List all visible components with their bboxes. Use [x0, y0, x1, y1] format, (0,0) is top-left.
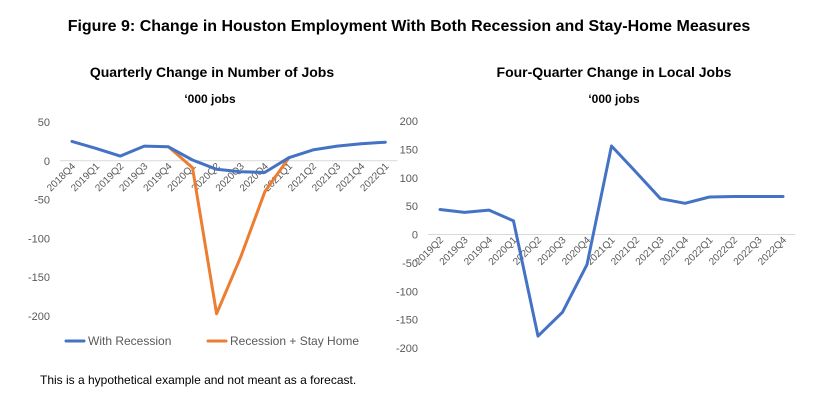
chart2-ytick-label: 200 [400, 116, 418, 128]
legend-label-2: Recession + Stay Home [230, 334, 359, 348]
chart2-ytick-label: -50 [402, 258, 418, 270]
left-chart-title: Quarterly Change in Number of Jobs [90, 64, 334, 80]
chart1-series-line-2 [166, 145, 291, 316]
left-chart-unit: ‘000 jobs [184, 92, 236, 106]
chart2-ytick-label: 150 [400, 144, 418, 156]
chart2-series-line-1 [438, 144, 785, 338]
chart2-ytick-label: 50 [406, 201, 418, 213]
chart1-ytick-label: -150 [28, 272, 50, 284]
chart1-ytick-label: -100 [28, 233, 50, 245]
right-chart-title: Four-Quarter Change in Local Jobs [497, 64, 732, 80]
chart1-ytick-label: -50 [34, 195, 50, 207]
chart2-ytick-label: -100 [396, 286, 418, 298]
chart2-ytick-label: 0 [412, 230, 418, 242]
chart1-ytick-label: 50 [38, 117, 50, 129]
footnote: This is a hypothetical example and not m… [40, 373, 357, 387]
chart1-ytick-label: 0 [44, 156, 50, 168]
chart2-ytick-label: 100 [400, 173, 418, 185]
chart2-ytick-label: -150 [396, 315, 418, 327]
figure-title: Figure 9: Change in Houston Employment W… [67, 18, 751, 35]
chart1-series-line-1 [70, 139, 387, 174]
legend-label-1: With Recession [88, 334, 171, 348]
right-chart-unit: ‘000 jobs [588, 92, 640, 106]
chart1-ytick-label: -200 [28, 311, 50, 323]
chart2-ytick-label: -200 [396, 343, 418, 355]
plot-area: 500-50-100-150-2002018Q42019Q12019Q22019… [28, 116, 796, 355]
